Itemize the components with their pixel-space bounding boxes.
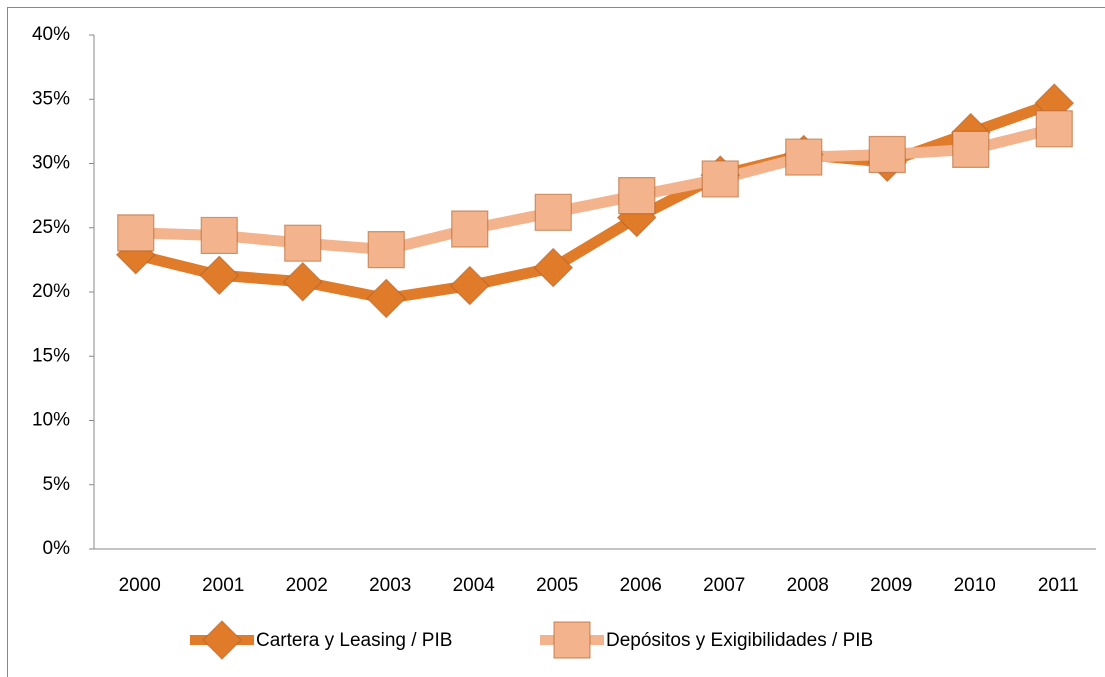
y-tick-label: 10% xyxy=(32,410,70,431)
data-point xyxy=(785,138,823,176)
legend-marker xyxy=(202,620,242,660)
y-tick-label: 40% xyxy=(32,24,70,45)
data-point xyxy=(449,265,490,306)
x-tick-label: 2005 xyxy=(536,575,578,596)
y-tick-label: 20% xyxy=(32,281,70,302)
x-tick-label: 2001 xyxy=(202,575,244,596)
data-point xyxy=(952,130,990,168)
y-tick-label: 0% xyxy=(43,538,71,559)
x-tick-label: 2004 xyxy=(453,575,496,596)
x-tick-label: 2000 xyxy=(119,575,161,596)
data-point xyxy=(534,193,572,231)
data-point xyxy=(117,214,155,252)
y-tick-label: 25% xyxy=(32,217,70,238)
x-tick-label: 2010 xyxy=(954,575,996,596)
legend-label: Cartera y Leasing / PIB xyxy=(256,630,452,651)
data-point xyxy=(200,216,238,255)
data-point xyxy=(868,135,906,174)
chart-frame xyxy=(7,7,1105,677)
data-point xyxy=(367,230,405,269)
y-tick-label: 35% xyxy=(32,88,70,109)
x-tick-label: 2006 xyxy=(620,575,662,596)
y-tick-label: 5% xyxy=(43,474,71,495)
data-point xyxy=(199,255,240,296)
legend-marker xyxy=(553,621,591,659)
x-tick-label: 2011 xyxy=(1038,575,1079,596)
legend-label: Depósitos y Exigibilidades / PIB xyxy=(606,630,873,651)
data-point xyxy=(366,278,407,319)
y-tick-label: 15% xyxy=(32,345,70,366)
data-point xyxy=(701,160,739,198)
x-tick-label: 2008 xyxy=(787,575,829,596)
data-point xyxy=(618,177,656,215)
x-tick-label: 2007 xyxy=(703,575,745,596)
data-point xyxy=(282,261,323,302)
x-tick-label: 2003 xyxy=(369,575,411,596)
data-point xyxy=(1035,110,1073,148)
y-tick-label: 30% xyxy=(32,153,70,174)
data-point xyxy=(451,210,489,248)
data-point xyxy=(284,224,322,262)
data-point xyxy=(533,247,574,288)
x-tick-label: 2002 xyxy=(286,575,328,596)
x-tick-label: 2009 xyxy=(870,575,912,596)
